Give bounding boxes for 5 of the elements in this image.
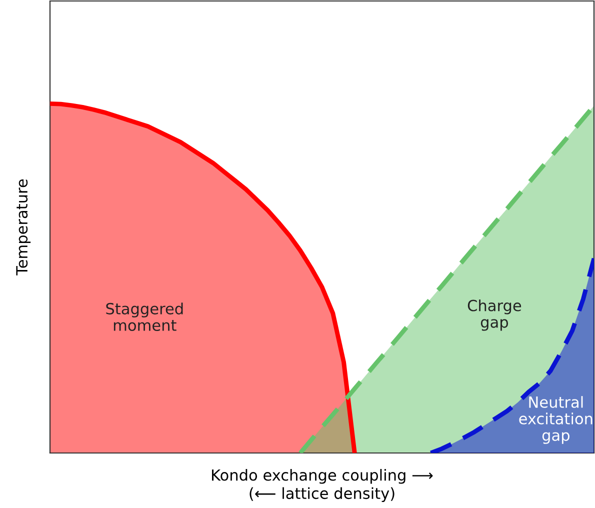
annotation: Neutral excitation gap bbox=[519, 396, 592, 444]
annotation: Charge gap bbox=[468, 299, 522, 331]
annotation: Staggered moment bbox=[106, 302, 183, 331]
x-axis-title: Kondo exchange coupling ⟶ (⟵ lattice density) bbox=[212, 468, 433, 502]
y-axis-title: Temperature bbox=[16, 179, 31, 276]
